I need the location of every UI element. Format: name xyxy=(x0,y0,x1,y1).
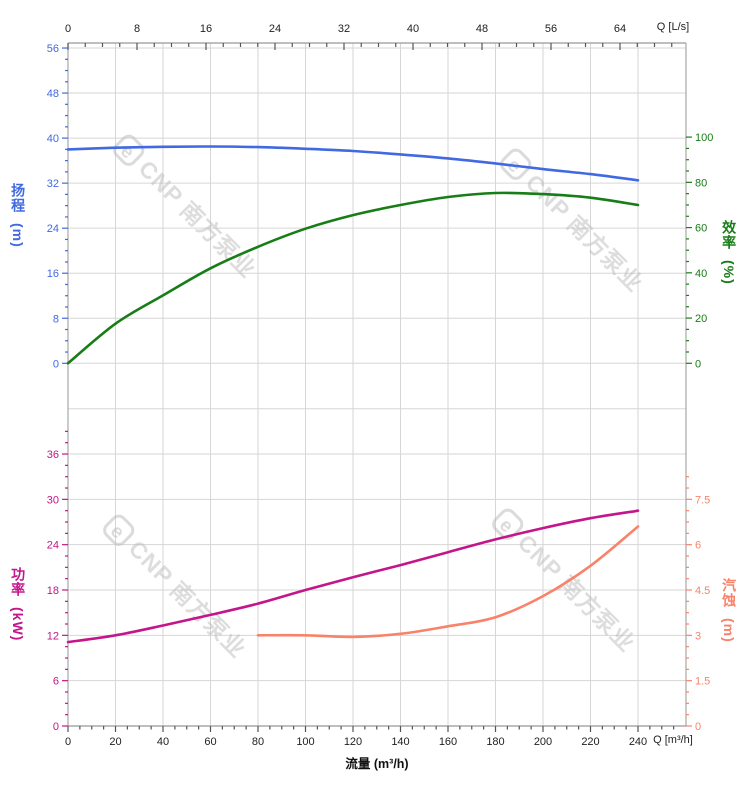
svg-text:0: 0 xyxy=(65,23,71,35)
svg-text:7.5: 7.5 xyxy=(695,494,710,506)
svg-text:8: 8 xyxy=(134,23,140,35)
svg-text:40: 40 xyxy=(407,23,419,35)
top-axis-unit-label: Q [L/s] xyxy=(656,21,690,33)
svg-text:20: 20 xyxy=(695,313,707,325)
svg-text:0: 0 xyxy=(53,721,59,733)
bottom-axis-unit-label: Q [m³/h] xyxy=(653,734,693,746)
svg-text:20: 20 xyxy=(109,736,121,748)
svg-text:80: 80 xyxy=(695,177,707,189)
npsh-axis-ticks: 0 1.5 3 4.5 6 7.5 xyxy=(686,476,710,733)
svg-text:18: 18 xyxy=(47,585,59,597)
svg-text:140: 140 xyxy=(391,736,409,748)
svg-text:12: 12 xyxy=(47,630,59,642)
svg-text:48: 48 xyxy=(476,23,488,35)
svg-text:16: 16 xyxy=(200,23,212,35)
power-axis-unit: (kW) xyxy=(10,607,27,642)
npsh-axis-title: 汽蚀 (m) xyxy=(721,578,737,643)
svg-text:32: 32 xyxy=(338,23,350,35)
svg-text:160: 160 xyxy=(439,736,457,748)
svg-text:40: 40 xyxy=(695,268,707,280)
svg-text:64: 64 xyxy=(614,23,626,35)
svg-text:220: 220 xyxy=(581,736,599,748)
svg-text:24: 24 xyxy=(269,23,281,35)
svg-text:100: 100 xyxy=(695,132,713,144)
head-axis-title: 扬程 (m) xyxy=(10,183,26,248)
svg-text:120: 120 xyxy=(344,736,362,748)
bottom-axis: 0 20 40 60 80 100 120 140 160 180 200 220 240 xyxy=(65,726,675,748)
svg-text:0: 0 xyxy=(695,721,701,733)
npsh-axis-label: 汽蚀 xyxy=(721,578,738,608)
head-axis-label: 扬程 xyxy=(10,183,27,213)
svg-text:180: 180 xyxy=(486,736,504,748)
top-axis: 0 8 16 24 32 40 48 56 64 xyxy=(65,23,673,50)
efficiency-axis-ticks: 0 20 40 60 80 100 xyxy=(686,132,713,370)
svg-text:40: 40 xyxy=(47,133,59,145)
svg-text:6: 6 xyxy=(53,676,59,688)
svg-text:200: 200 xyxy=(534,736,552,748)
npsh-axis-unit: (m) xyxy=(721,618,738,643)
svg-text:CNP 南方泵业: CNP 南方泵业 xyxy=(134,155,262,283)
svg-text:1.5: 1.5 xyxy=(695,676,710,688)
svg-text:CNP 南方泵业: CNP 南方泵业 xyxy=(513,529,641,657)
svg-text:8: 8 xyxy=(53,313,59,325)
head-axis-unit: (m) xyxy=(10,223,27,248)
svg-text:4.5: 4.5 xyxy=(695,585,710,597)
svg-text:60: 60 xyxy=(204,736,216,748)
svg-text:30: 30 xyxy=(47,494,59,506)
svg-text:56: 56 xyxy=(47,43,59,55)
svg-text:24: 24 xyxy=(47,223,59,235)
svg-text:0: 0 xyxy=(65,736,71,748)
svg-text:0: 0 xyxy=(53,358,59,370)
svg-text:6: 6 xyxy=(695,540,701,552)
head-axis-ticks: 0 8 16 24 32 40 48 56 xyxy=(47,43,68,370)
power-curve xyxy=(66,509,640,644)
power-axis-title: 功率 (kW) xyxy=(10,567,26,641)
npsh-curve xyxy=(256,525,640,639)
flow-axis-title: 流量 (m³/h) xyxy=(345,757,409,771)
svg-text:240: 240 xyxy=(629,736,647,748)
svg-text:36: 36 xyxy=(47,449,59,461)
svg-text:16: 16 xyxy=(47,268,59,280)
efficiency-axis-unit: (%) xyxy=(721,260,738,285)
svg-text:3: 3 xyxy=(695,630,701,642)
svg-text:24: 24 xyxy=(47,540,59,552)
efficiency-axis-label: 效率 xyxy=(721,220,738,250)
svg-text:100: 100 xyxy=(296,736,314,748)
power-axis-label: 功率 xyxy=(10,567,27,597)
svg-text:48: 48 xyxy=(47,88,59,100)
svg-text:CNP 南方泵业: CNP 南方泵业 xyxy=(124,535,252,663)
svg-text:60: 60 xyxy=(695,223,707,235)
power-axis-ticks: 0 6 12 18 24 30 36 xyxy=(47,430,68,733)
gridlines xyxy=(68,43,686,726)
svg-text:40: 40 xyxy=(157,736,169,748)
head-curve xyxy=(66,145,640,182)
efficiency-curve xyxy=(66,191,640,365)
svg-text:32: 32 xyxy=(47,178,59,190)
svg-text:56: 56 xyxy=(545,23,557,35)
svg-text:80: 80 xyxy=(252,736,264,748)
svg-text:CNP 南方泵业: CNP 南方泵业 xyxy=(521,169,649,297)
efficiency-axis-title: 效率 (%) xyxy=(721,220,737,285)
svg-text:0: 0 xyxy=(695,358,701,370)
